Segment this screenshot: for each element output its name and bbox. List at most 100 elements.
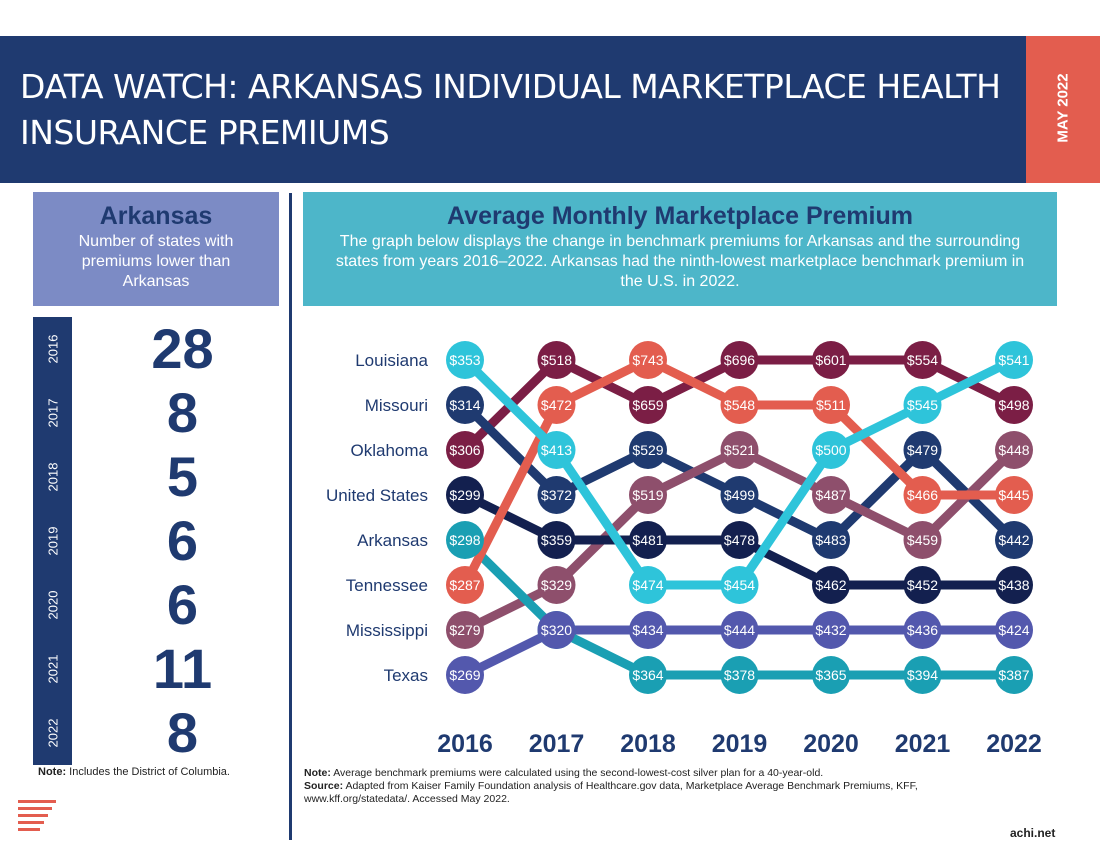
data-label: $432 <box>815 622 846 638</box>
year-label-text: 2019 <box>45 526 60 556</box>
data-label: $306 <box>449 442 480 458</box>
vertical-divider <box>289 193 292 840</box>
left-note-text: Includes the District of Columbia. <box>69 766 230 778</box>
data-point <box>537 341 576 379</box>
data-label: $521 <box>724 442 755 458</box>
year-label-text: 2016 <box>45 334 60 364</box>
data-label: $483 <box>815 532 846 548</box>
data-point <box>903 521 942 559</box>
data-point <box>903 476 942 514</box>
data-point <box>537 611 576 649</box>
x-tick-label: 2020 <box>803 730 859 758</box>
footnote-note-label: Note: <box>304 767 331 779</box>
states-lower-count-2016: 28 <box>151 317 214 380</box>
data-point <box>995 611 1033 649</box>
data-point <box>446 611 484 649</box>
data-label: $299 <box>449 487 480 503</box>
data-point <box>537 386 576 424</box>
year-label-2020: 2020 <box>33 573 72 637</box>
data-point <box>629 476 667 514</box>
data-label: $499 <box>724 487 755 503</box>
bump-chart: Louisiana Missouri Oklahoma United States Ar… <box>326 341 1042 758</box>
data-label: $444 <box>724 622 755 638</box>
year-label-2021: 2021 <box>33 637 72 701</box>
data-label: $541 <box>998 352 1029 368</box>
data-point <box>629 521 667 559</box>
data-point <box>720 521 759 559</box>
data-point <box>995 656 1033 694</box>
data-point <box>720 341 759 379</box>
data-label: $659 <box>632 397 663 413</box>
data-label: $518 <box>541 352 572 368</box>
data-label: $448 <box>998 442 1029 458</box>
year-label-2016: 2016 <box>33 317 72 381</box>
chart-footnote: Note: Average benchmark premiums were ca… <box>304 767 1024 806</box>
data-label: $436 <box>907 622 938 638</box>
x-tick-label: 2019 <box>712 730 768 758</box>
data-point <box>995 431 1033 469</box>
data-label: $279 <box>449 622 480 638</box>
data-label: $269 <box>449 667 480 683</box>
data-point <box>812 476 850 514</box>
data-label: $511 <box>816 397 846 413</box>
data-label: $314 <box>449 397 480 413</box>
year-label-text: 2018 <box>45 462 60 492</box>
data-label: $413 <box>541 442 572 458</box>
data-label: $442 <box>998 532 1029 548</box>
achi-logo-icon <box>18 800 56 831</box>
data-point <box>629 341 667 379</box>
states-lower-count-2019: 6 <box>166 509 199 572</box>
data-point <box>446 341 484 379</box>
arkansas-panel-header: Arkansas Number of states with premiums … <box>33 192 279 306</box>
arkansas-panel-title: Arkansas <box>99 202 213 230</box>
data-point <box>537 431 576 469</box>
data-label: $454 <box>724 577 755 593</box>
data-label: $394 <box>907 667 938 683</box>
header-banner: DATA WATCH: ARKANSAS INDIVIDUAL MARKETPL… <box>0 36 1026 183</box>
data-label: $298 <box>449 532 480 548</box>
data-label: $474 <box>632 577 663 593</box>
data-label: $487 <box>815 487 846 503</box>
data-label: $529 <box>632 442 663 458</box>
data-point <box>903 566 942 604</box>
data-point <box>446 566 484 604</box>
data-label: $329 <box>541 577 572 593</box>
data-label: $320 <box>541 622 572 638</box>
rank-label: Texas <box>384 666 428 685</box>
data-label: $696 <box>724 352 755 368</box>
data-point <box>446 476 484 514</box>
rank-label: Missouri <box>365 396 428 415</box>
chart-description: The graph below displays the change in b… <box>335 233 1025 290</box>
data-point <box>720 656 759 694</box>
data-label: $466 <box>907 487 938 503</box>
data-point <box>812 611 850 649</box>
chart-header: Average Monthly Marketplace Premium The … <box>303 192 1057 306</box>
data-label: $554 <box>907 352 938 368</box>
data-point <box>629 431 667 469</box>
data-point <box>903 386 942 424</box>
year-label-2017: 2017 <box>33 381 72 445</box>
states-lower-count-2022: 8 <box>166 701 199 764</box>
data-label: $438 <box>998 577 1029 593</box>
date-banner <box>1026 36 1100 183</box>
data-point <box>812 386 850 424</box>
data-label: $478 <box>724 532 755 548</box>
data-label: $519 <box>632 487 663 503</box>
year-label-text: 2017 <box>45 398 60 428</box>
data-label: $479 <box>907 442 938 458</box>
data-label: $353 <box>449 352 480 368</box>
footnote-source-label: Source: <box>304 780 344 792</box>
data-label: $462 <box>815 577 846 593</box>
data-point <box>446 521 484 559</box>
data-label: $500 <box>815 442 846 458</box>
data-label: $387 <box>998 667 1029 683</box>
year-label-2019: 2019 <box>33 509 72 573</box>
data-point <box>995 341 1033 379</box>
x-tick-label: 2018 <box>620 730 676 758</box>
data-point <box>720 611 759 649</box>
data-point <box>446 431 484 469</box>
left-note-label: Note: <box>38 766 67 778</box>
data-label: $481 <box>632 532 663 548</box>
data-label: $372 <box>541 487 572 503</box>
rank-label: Louisiana <box>355 351 428 370</box>
